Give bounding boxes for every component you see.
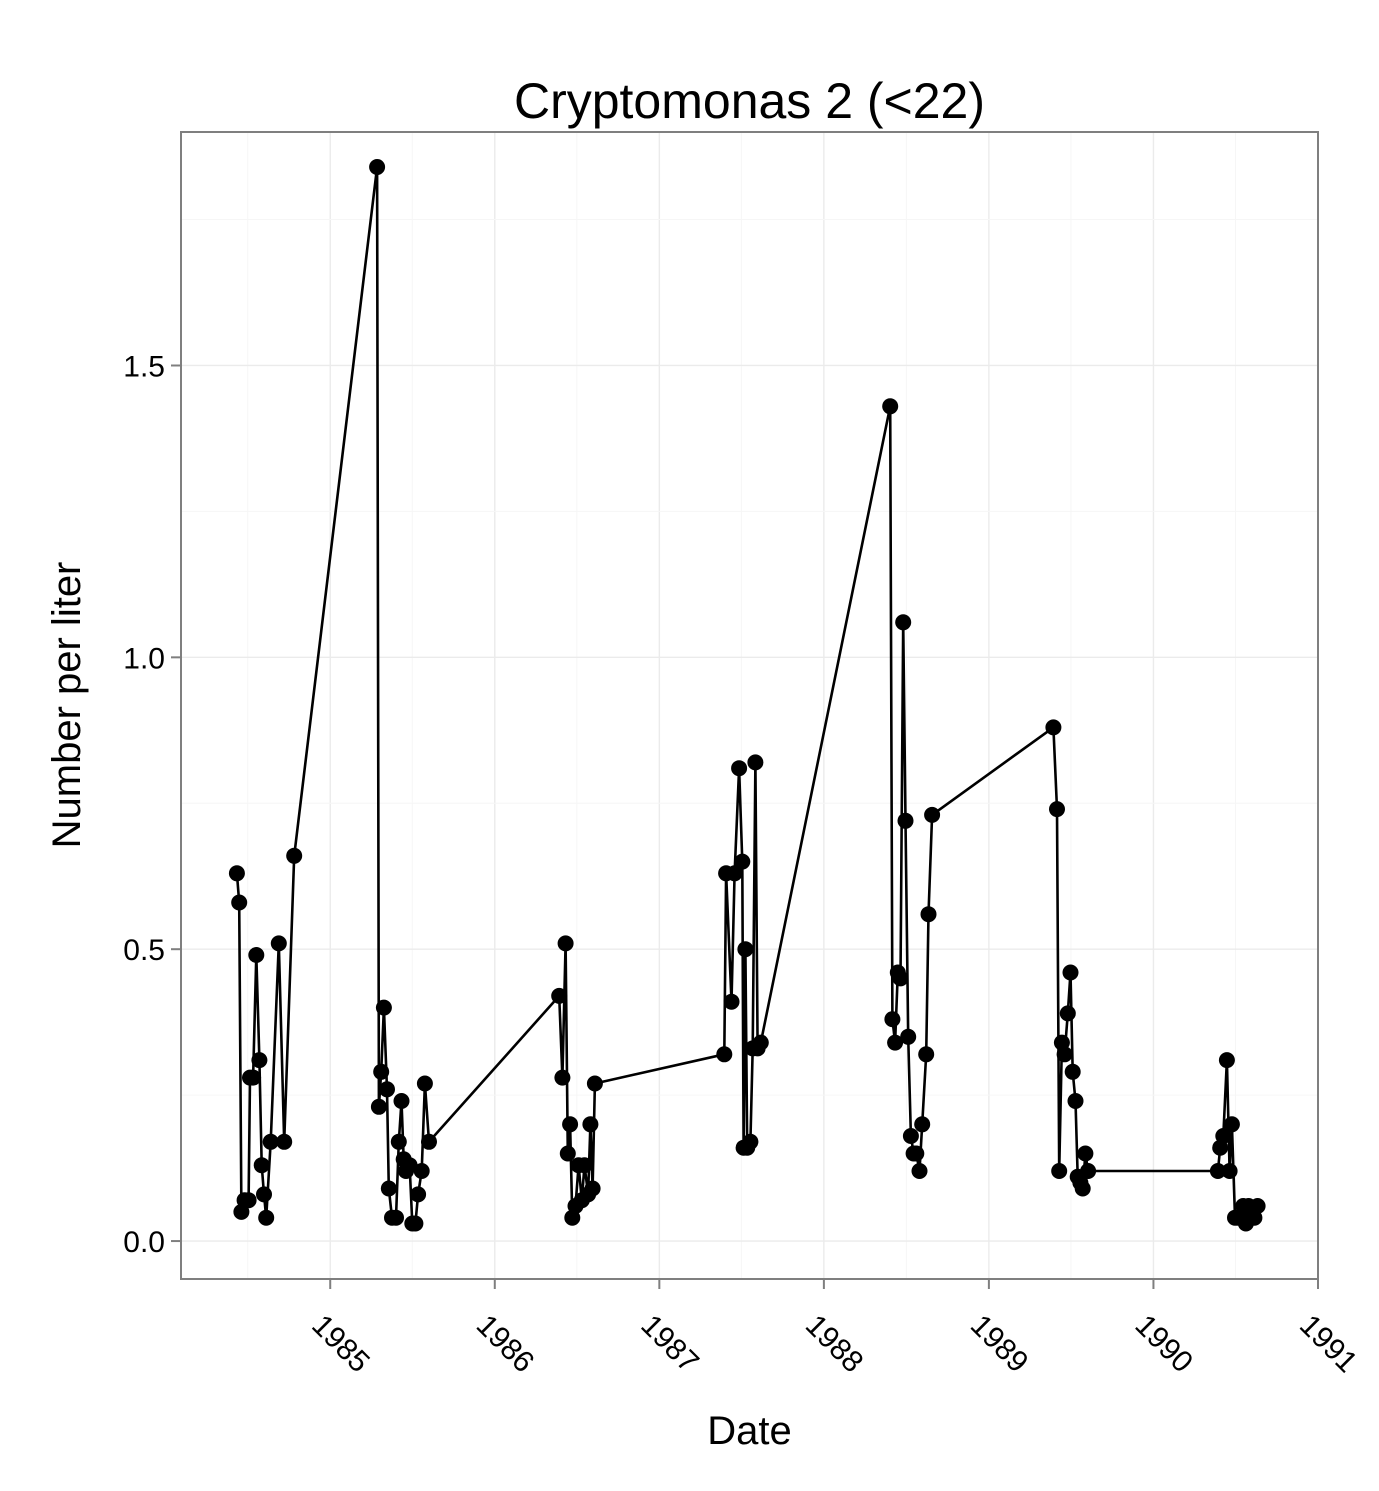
data-point [737,941,754,958]
data-point [1080,1163,1097,1179]
data-point [262,1133,279,1150]
x-tick-label: 1991 [1293,1309,1364,1380]
data-point [375,999,392,1016]
data-point [716,1046,733,1063]
panel-border [180,131,1319,1280]
data-point [231,894,248,911]
data-point [726,865,743,882]
plot-panel [181,132,1318,1279]
data-point [276,1133,293,1150]
data-point [416,1075,433,1092]
data-point [551,987,568,1004]
data-point [1064,1063,1081,1080]
data-point [559,1145,576,1162]
data-point [920,906,937,923]
data-point [586,1075,603,1092]
data-point [742,1133,759,1150]
x-axis-title: Date [707,1409,792,1453]
data-point [723,993,740,1010]
data-point [270,935,287,952]
data-point [1221,1163,1238,1179]
data-point [388,1209,404,1226]
data-point [731,760,748,777]
data-point [1215,1128,1232,1144]
data-point [410,1186,427,1203]
data-point [1062,964,1079,981]
data-point [1059,1005,1076,1022]
y-tick-label: 0.0 [123,1226,165,1259]
data-point [1077,1145,1094,1162]
data-point [245,1069,262,1086]
data-point [1249,1198,1266,1214]
x-tick-label: 1987 [634,1309,705,1380]
data-point [393,1093,410,1109]
data-point [752,1034,769,1051]
data-point [407,1215,424,1232]
data-point [421,1133,437,1150]
data-point [882,398,899,415]
y-tick-label: 0.5 [123,934,165,967]
data-point [914,1116,931,1133]
y-axis-title: Number per liter [45,562,89,849]
y-tick-label: 1.5 [123,350,165,383]
data-point [576,1157,593,1174]
data-point [747,754,764,771]
data-point [1051,1163,1068,1179]
x-tick-label: 1985 [305,1309,376,1380]
data-point [240,1192,257,1209]
data-point [584,1180,601,1197]
data-point [887,1034,904,1051]
data-point [369,159,386,175]
data-point [379,1081,395,1098]
data-point [895,614,912,631]
chart-title: Cryptomonas 2 (<22) [514,73,985,129]
data-point [256,1186,272,1203]
data-point [370,1098,387,1115]
data-series [228,159,1266,1232]
data-point [734,853,751,870]
data-point [373,1063,390,1080]
data-point [582,1116,599,1133]
data-point [251,1052,268,1069]
data-point [1074,1180,1091,1197]
data-point [248,947,265,963]
data-point [554,1069,571,1086]
data-point [892,970,909,987]
data-point [1209,1163,1226,1179]
data-point [1067,1093,1084,1109]
data-point [884,1011,901,1028]
data-point [228,865,245,882]
x-tick-label: 1988 [799,1309,870,1380]
x-tick-label: 1990 [1128,1309,1199,1380]
data-point [908,1145,925,1162]
data-point [1218,1052,1235,1069]
x-tick-label: 1986 [470,1309,541,1380]
data-point [413,1163,430,1179]
data-point [253,1157,270,1174]
data-point [911,1163,928,1179]
data-point [557,935,574,952]
y-tick-label: 1.0 [123,642,165,675]
data-point [1223,1116,1240,1133]
data-point [258,1209,275,1226]
data-point [918,1046,935,1063]
x-tick-label: 1989 [964,1309,1035,1380]
data-point [562,1116,579,1133]
data-point [1045,719,1062,736]
data-point [897,812,914,829]
data-point [900,1028,917,1045]
data-point [286,847,303,864]
data-point [902,1128,919,1144]
data-point [401,1157,418,1174]
data-point [1049,801,1065,818]
data-point [1056,1046,1073,1063]
data-point [924,806,941,823]
data-point [380,1180,397,1197]
data-point [390,1133,407,1150]
